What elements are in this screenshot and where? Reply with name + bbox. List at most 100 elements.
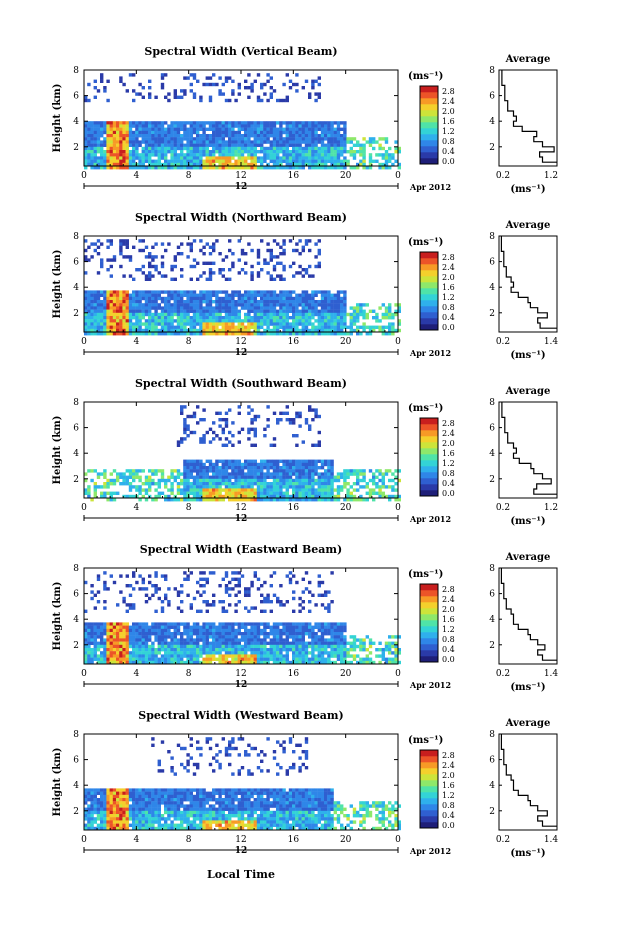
heat-cell	[167, 488, 170, 491]
heat-cell	[254, 571, 257, 574]
heat-cell	[222, 134, 225, 137]
heat-cell	[132, 303, 135, 306]
heat-cell	[110, 300, 113, 303]
heat-cell	[362, 498, 365, 501]
heat-cell	[84, 581, 87, 584]
heat-cell	[164, 654, 167, 657]
heat-cell	[209, 463, 212, 466]
heat-cell	[314, 303, 317, 306]
heat-cell	[116, 622, 119, 625]
heat-cell	[362, 479, 365, 482]
heat-cell	[106, 626, 109, 629]
heat-cell	[273, 310, 276, 313]
heat-cell	[148, 476, 151, 479]
heat-cell	[270, 134, 273, 137]
heat-cell	[116, 648, 119, 651]
heat-cell	[327, 472, 330, 475]
heat-cell	[244, 131, 247, 134]
heat-cell	[138, 654, 141, 657]
heat-cell	[298, 271, 301, 274]
heat-cell	[225, 610, 228, 613]
heat-cell	[122, 128, 125, 131]
heat-cell	[302, 150, 305, 153]
heat-cell	[292, 488, 295, 491]
heat-cell	[151, 594, 154, 597]
heat-cell	[254, 431, 257, 434]
heat-cell	[225, 645, 228, 648]
heat-cell	[106, 156, 109, 159]
heat-cell	[353, 498, 356, 501]
heat-cell	[318, 472, 321, 475]
heat-cell	[190, 89, 193, 92]
heat-cell	[244, 472, 247, 475]
heat-cell	[199, 460, 202, 463]
heat-cell	[135, 472, 138, 475]
heat-cell	[142, 635, 145, 638]
heat-cell	[177, 326, 180, 329]
heat-cell	[138, 134, 141, 137]
heat-cell	[222, 268, 225, 271]
heat-cell	[257, 306, 260, 309]
heat-cell	[241, 322, 244, 325]
heat-cell	[161, 332, 164, 335]
heat-cell	[273, 332, 276, 335]
heat-cell	[103, 128, 106, 131]
heat-cell	[212, 83, 215, 86]
heat-cell	[122, 156, 125, 159]
heat-cell	[202, 434, 205, 437]
heat-cell	[359, 144, 362, 147]
heat-cell	[129, 632, 132, 635]
heat-cell	[154, 498, 157, 501]
heat-cell	[254, 492, 257, 495]
heat-cell	[132, 246, 135, 249]
heat-cell	[206, 310, 209, 313]
heat-cell	[369, 166, 372, 169]
heat-cell	[183, 654, 186, 657]
heat-cell	[215, 156, 218, 159]
heat-cell	[247, 303, 250, 306]
heat-cell	[209, 278, 212, 281]
heat-cell	[234, 294, 237, 297]
heat-cell	[164, 622, 167, 625]
heat-cell	[206, 603, 209, 606]
heat-cell	[250, 421, 253, 424]
heat-cell	[375, 316, 378, 319]
heat-cell	[215, 463, 218, 466]
heat-cell	[142, 638, 145, 641]
heat-cell	[340, 147, 343, 150]
heat-cell	[196, 297, 199, 300]
heat-cell	[206, 322, 209, 325]
heat-cell	[337, 121, 340, 124]
heat-cell	[174, 310, 177, 313]
heat-cell	[97, 629, 100, 632]
heat-cell	[263, 472, 266, 475]
heat-cell	[311, 306, 314, 309]
heat-cell	[289, 466, 292, 469]
heat-cell	[222, 300, 225, 303]
heat-cell	[177, 160, 180, 163]
heat-cell	[292, 310, 295, 313]
heat-cell	[286, 405, 289, 408]
colorbar-swatch	[420, 86, 438, 92]
heat-cell	[135, 131, 138, 134]
heat-cell	[289, 303, 292, 306]
heat-cell	[186, 147, 189, 150]
heat-cell	[209, 319, 212, 322]
heat-cell	[202, 571, 205, 574]
heat-cell	[273, 239, 276, 242]
heat-cell	[244, 294, 247, 297]
heat-cell	[132, 469, 135, 472]
heat-cell	[215, 645, 218, 648]
heat-cell	[222, 137, 225, 140]
heat-cell	[167, 128, 170, 131]
heat-cell	[292, 144, 295, 147]
heat-cell	[244, 134, 247, 137]
heat-cell	[122, 632, 125, 635]
y-tick-label: 2	[73, 475, 79, 485]
heat-cell	[106, 635, 109, 638]
heat-cell	[183, 313, 186, 316]
heat-cell	[116, 326, 119, 329]
heat-cell	[266, 492, 269, 495]
heat-cell	[183, 306, 186, 309]
heat-cell	[135, 645, 138, 648]
